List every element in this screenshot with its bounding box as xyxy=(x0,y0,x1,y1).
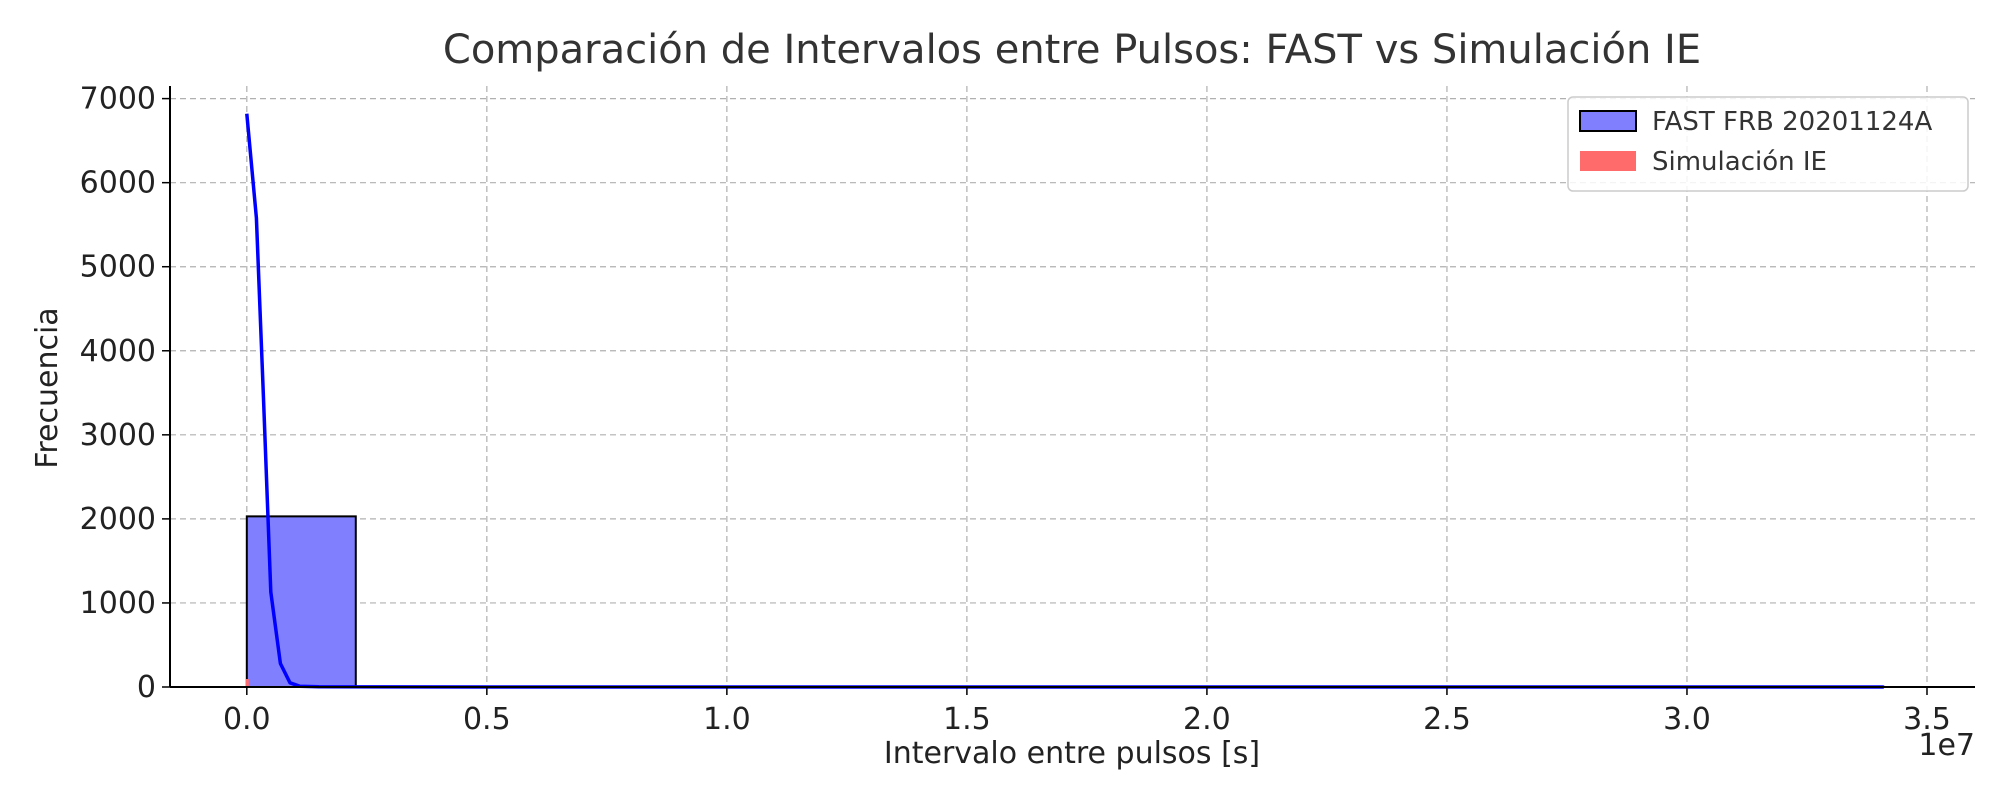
chart-title: Comparación de Intervalos entre Pulsos: … xyxy=(443,27,1701,73)
y-tick-label: 5000 xyxy=(80,250,156,285)
x-tick-label: 1.0 xyxy=(703,702,751,737)
y-tick-label: 7000 xyxy=(80,82,156,117)
legend-box xyxy=(1567,96,1969,192)
density-curve xyxy=(245,113,1884,689)
x-tick-label: 2.0 xyxy=(1183,702,1231,737)
legend: FAST FRB 20201124A Simulación IE xyxy=(1567,96,1969,192)
density-line xyxy=(245,113,1884,689)
grid-lines xyxy=(170,86,1975,688)
y-axis-title: Frecuencia xyxy=(30,307,65,468)
x-tick-label: 0.5 xyxy=(463,702,511,737)
histogram-bars xyxy=(245,515,1885,689)
y-tick-label: 0 xyxy=(137,670,156,705)
legend-swatch xyxy=(1579,110,1637,132)
y-tick-labels: 0 1000 2000 3000 4000 5000 6000 7000 xyxy=(80,82,170,705)
y-tick-label: 4000 xyxy=(80,334,156,369)
legend-label: Simulación IE xyxy=(1652,147,1827,177)
x-tick-label: 3.0 xyxy=(1663,702,1711,737)
y-tick-label: 3000 xyxy=(80,418,156,453)
legend-swatch xyxy=(1580,151,1636,171)
x-tick-label: 2.5 xyxy=(1423,702,1471,737)
x-tick-labels: 0.0 0.5 1.0 1.5 2.0 2.5 3.0 3.5 xyxy=(223,687,1951,737)
x-tick-label: 1.5 xyxy=(943,702,991,737)
x-axis-title: Intervalo entre pulsos [s] xyxy=(884,736,1260,771)
x-axis-offset-label: 1e7 xyxy=(1918,728,1975,763)
x-tick-label: 3.5 xyxy=(1903,702,1951,737)
simulation-bar xyxy=(245,679,249,687)
y-tick-label: 2000 xyxy=(80,502,156,537)
histogram-bar xyxy=(245,515,357,689)
x-tick-label: 0.0 xyxy=(223,702,271,737)
legend-label: FAST FRB 20201124A xyxy=(1652,107,1932,137)
y-tick-label: 6000 xyxy=(80,166,156,201)
axes xyxy=(169,86,1975,688)
y-tick-label: 1000 xyxy=(80,586,156,621)
